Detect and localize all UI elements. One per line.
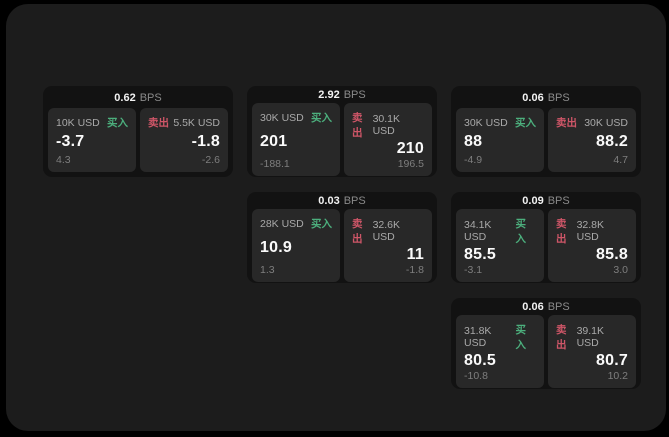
buy-change: 4.3 [56,154,71,166]
sell-size-label: 30K USD [584,116,628,129]
quote-card: 0.62 BPS 10K USD 买入 -3.7 4.3 卖出 5.5K USD [43,86,233,177]
buy-size-label: 30K USD [464,116,508,129]
sell-price: 210 [396,140,424,157]
buy-panel[interactable]: 31.8K USD 买入 80.5 -10.8 [456,315,544,388]
bps-unit-label: BPS [547,301,570,313]
buy-tag: 买入 [515,324,526,351]
bps-value: 0.06 [522,91,544,104]
buy-size-label: 31.8K USD [464,325,492,349]
bps-header: 0.06 BPS [451,86,641,106]
buy-price: 88 [464,133,483,150]
sell-price: 80.7 [596,352,628,369]
buy-panel[interactable]: 30K USD 买入 88 -4.9 [456,108,544,172]
buy-tag: 买入 [107,117,128,129]
bps-unit-label: BPS [343,195,366,207]
quote-card: 0.03 BPS 28K USD 买入 10.9 1.3 卖出 32.6K US… [247,192,437,283]
sell-price: 88.2 [596,133,628,150]
sell-panel[interactable]: 卖出 30K USD 88.2 4.7 [548,108,636,172]
bps-unit-label: BPS [547,195,570,207]
buy-price: 85.5 [464,246,496,263]
sell-change: 196.5 [397,158,424,170]
sell-panel[interactable]: 卖出 39.1K USD 80.7 10.2 [548,315,636,388]
quote-card: 0.06 BPS 30K USD 买入 88 -4.9 卖出 30K USD [451,86,641,177]
buy-price: 10.9 [260,238,292,256]
buy-change: 1.3 [260,264,275,276]
sell-change: -1.8 [405,264,424,276]
sell-price: 11 [406,246,424,263]
bps-unit-label: BPS [547,91,570,104]
buy-tag: 买入 [311,218,332,230]
sell-size-label: 32.8K USD [576,219,605,243]
sell-size-label: 39.1K USD [576,325,605,349]
bps-header: 0.09 BPS [451,192,641,207]
sell-tag: 卖出 [556,324,567,351]
buy-size-label: 10K USD [56,116,100,129]
buy-panel[interactable]: 34.1K USD 买入 85.5 -3.1 [456,209,544,282]
buy-tag: 买入 [515,117,536,129]
buy-tag: 买入 [311,112,332,124]
sell-size-label: 30.1K USD [372,113,401,137]
bps-header: 0.62 BPS [43,86,233,106]
sell-panel[interactable]: 卖出 32.8K USD 85.8 3.0 [548,209,636,282]
sell-size-label: 32.6K USD [372,219,401,243]
bps-header: 0.03 BPS [247,192,437,207]
sell-tag: 卖出 [352,112,363,139]
sell-price: 85.8 [596,246,628,263]
buy-change: -10.8 [464,370,488,382]
sell-tag: 卖出 [556,117,577,129]
bps-value: 0.09 [522,195,544,207]
quote-card: 0.09 BPS 34.1K USD 买入 85.5 -3.1 卖出 32.8K… [451,192,641,283]
quote-card: 2.92 BPS 30K USD 买入 201 -188.1 卖出 30.1K … [247,86,437,177]
buy-size-label: 28K USD [260,217,304,230]
sell-tag: 卖出 [148,117,169,129]
buy-price: 80.5 [464,352,496,369]
bps-unit-label: BPS [139,91,162,104]
sell-tag: 卖出 [352,218,363,245]
sell-price: -1.8 [191,133,220,150]
bps-value: 0.03 [318,195,340,207]
buy-panel[interactable]: 28K USD 买入 10.9 1.3 [252,209,340,282]
sell-tag: 卖出 [556,218,567,245]
sell-size-label: 5.5K USD [173,116,220,129]
bps-value: 2.92 [318,89,340,101]
buy-price: 201 [260,132,288,150]
sell-panel[interactable]: 卖出 5.5K USD -1.8 -2.6 [140,108,228,172]
buy-change: -3.1 [464,264,483,276]
bps-header: 2.92 BPS [247,86,437,101]
bps-header: 0.06 BPS [451,298,641,313]
buy-tag: 买入 [515,218,526,245]
sell-change: 4.7 [613,154,628,166]
sell-panel[interactable]: 卖出 32.6K USD 11 -1.8 [344,209,432,282]
quote-card: 0.06 BPS 31.8K USD 买入 80.5 -10.8 卖出 39.1… [451,298,641,389]
buy-change: -188.1 [260,158,290,170]
buy-size-label: 34.1K USD [464,219,492,243]
sell-change: 10.2 [607,370,628,382]
bps-unit-label: BPS [343,89,366,101]
sell-change: -2.6 [201,154,220,166]
buy-panel[interactable]: 10K USD 买入 -3.7 4.3 [48,108,136,172]
buy-panel[interactable]: 30K USD 买入 201 -188.1 [252,103,340,176]
quote-card-grid: 0.62 BPS 10K USD 买入 -3.7 4.3 卖出 5.5K USD [43,86,641,389]
app-surface: 0.62 BPS 10K USD 买入 -3.7 4.3 卖出 5.5K USD [6,4,666,431]
buy-price: -3.7 [56,133,85,150]
sell-panel[interactable]: 卖出 30.1K USD 210 196.5 [344,103,432,176]
buy-change: -4.9 [464,154,483,166]
sell-change: 3.0 [613,264,628,276]
bps-value: 0.06 [522,301,544,313]
bps-value: 0.62 [114,91,136,104]
buy-size-label: 30K USD [260,111,304,124]
